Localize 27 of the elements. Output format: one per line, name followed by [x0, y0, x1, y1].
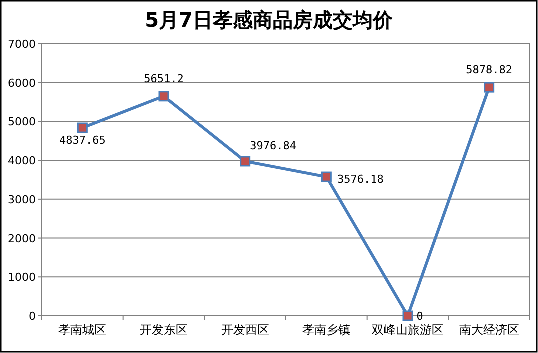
- y-tick-label: 6000: [8, 76, 36, 90]
- x-tick-label: 南大经济区: [459, 323, 520, 337]
- data-label: 3976.84: [250, 139, 297, 152]
- y-tick-label: 0: [29, 310, 36, 323]
- x-tick-label: 双峰山旅游区: [372, 323, 444, 337]
- y-tick-label: 1000: [8, 271, 36, 284]
- y-tick-label: 5000: [8, 116, 36, 129]
- x-tick-label: 孝南乡镇: [302, 323, 351, 337]
- x-tick-label: 开发东区: [140, 323, 188, 337]
- y-tick-label: 3000: [8, 193, 36, 206]
- x-tick-label: 孝南城区: [58, 323, 107, 337]
- point: [240, 156, 251, 167]
- data-label: 3576.18: [337, 173, 384, 186]
- point: [77, 122, 88, 134]
- y-tick-label: 2000: [8, 232, 36, 246]
- data-label: 5651.2: [144, 72, 184, 86]
- chart-title: 5月7日孝感商品房成交均价: [145, 8, 394, 32]
- x-tick-label: 开发西区: [221, 323, 270, 337]
- point: [321, 172, 332, 182]
- data-label: 5878.82: [466, 64, 513, 77]
- point: [158, 91, 170, 102]
- data-label: 0: [416, 310, 424, 323]
- point: [402, 310, 414, 322]
- y-tick-label: 7000: [8, 38, 36, 51]
- point: [484, 82, 495, 93]
- data-label: 4837.65: [59, 134, 106, 148]
- y-tick-label: 4000: [8, 154, 36, 168]
